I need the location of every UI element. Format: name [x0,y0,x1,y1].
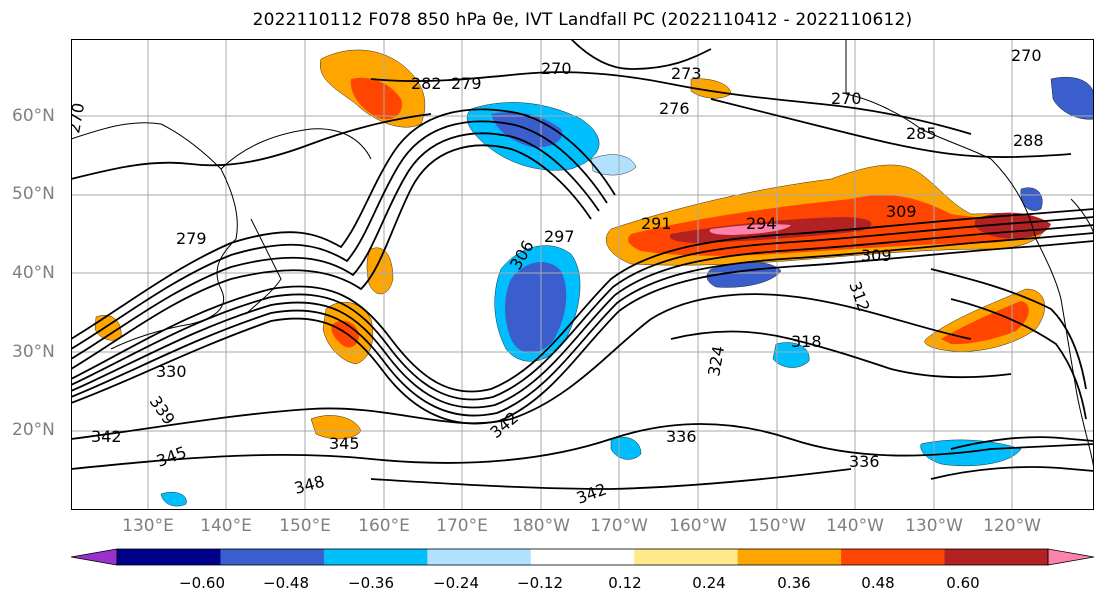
positive-anomaly-max [709,224,791,235]
colorbar-tick: −0.12 [517,574,563,592]
lon-label: 130°W [905,516,963,536]
lat-label: 50°N [12,184,55,204]
colorbar-tick: 0.24 [692,574,726,592]
colorbar [71,548,1095,566]
contour-label: 279 [451,74,482,93]
positive-patch-subtropic-2 [366,247,394,295]
lon-label: 130°E [122,516,174,536]
positive-patch-north-core [350,77,402,120]
colorbar-segment [634,549,739,565]
lon-label: 160°W [669,516,727,536]
colorbar-segment [220,549,325,565]
lon-label: 150°W [748,516,806,536]
colorbar-extend-high [1047,548,1095,566]
negative-patch-southeast [920,439,1022,466]
colorbar-tick: 0.60 [946,574,980,592]
contour-label: 318 [791,332,822,351]
lon-label: 180°W [512,516,570,536]
contour-labels: 270 270 270 270 273 276 279 279 282 285 … [71,46,1044,508]
lon-label: 160°E [358,516,410,536]
lon-label: 140°W [826,516,884,536]
contour-label: 276 [659,99,690,118]
coastlines [71,39,1094,470]
colorbar-segment [323,549,428,565]
lat-label: 40°N [12,263,55,283]
lon-label: 120°W [983,516,1041,536]
negative-patch-south-2 [160,491,187,507]
gridlines [71,39,1094,510]
lon-label: 170°W [590,516,648,536]
contour-label: 288 [1013,131,1044,150]
lon-label: 150°E [279,516,331,536]
negative-patch-small [772,342,810,368]
contour-label: 345 [329,434,360,453]
contour-label: 270 [541,59,572,78]
lat-label: 60°N [12,106,55,126]
contour-label: 285 [906,124,937,143]
contour-label: 294 [746,214,777,233]
colorbar-segment [530,549,635,565]
contour-label: 297 [544,227,575,246]
colorbar-tick: −0.24 [433,574,479,592]
theta-e-contours [71,39,1094,490]
contour-label: 282 [411,74,442,93]
colorbar-segment [737,549,842,565]
contour-label: 270 [1011,46,1042,65]
contour-label: 336 [849,452,880,471]
positive-patch-coast-north [974,212,1051,239]
contour-label: 336 [666,427,697,446]
colorbar-segment [944,549,1049,565]
contour-label: 291 [641,214,672,233]
negative-patch-central-core [505,261,567,353]
colorbar-extend-low [71,548,118,566]
contour-label: 342 [91,427,122,446]
positive-patch-coastal-core [941,301,1029,345]
contour-label: 270 [831,89,862,108]
colorbar-tick: −0.60 [179,574,225,592]
colorbar-segment [841,549,946,565]
colorbar-outline [116,548,1049,566]
lon-label: 170°E [436,516,488,536]
lon-label: 140°E [200,516,252,536]
contour-label: 279 [176,229,207,248]
lat-label: 20°N [12,420,55,440]
colorbar-tick: 0.36 [777,574,811,592]
colorbar-tick: 0.12 [608,574,642,592]
map-title: 2022110112 F078 850 hPa θe, IVT Landfall… [252,10,913,30]
map-panel: 270 270 270 270 273 276 279 279 282 285 … [71,39,1094,510]
colorbar-tick: −0.36 [348,574,394,592]
shaded-anomalies [94,49,1094,507]
contour-label: 273 [671,64,702,83]
colorbar-tick: 0.48 [861,574,895,592]
contour-label: 309 [861,246,892,265]
contour-label: 330 [156,362,187,381]
map-frame [71,39,1094,510]
contour-label: 309 [886,202,917,221]
colorbar-segment [117,549,221,565]
map-background [71,39,1094,510]
negative-patch-northeast [1050,76,1094,120]
colorbar-tick: −0.48 [263,574,309,592]
contour-label: 270 [71,101,88,134]
colorbar-segment [427,549,532,565]
lat-label: 30°N [12,342,55,362]
